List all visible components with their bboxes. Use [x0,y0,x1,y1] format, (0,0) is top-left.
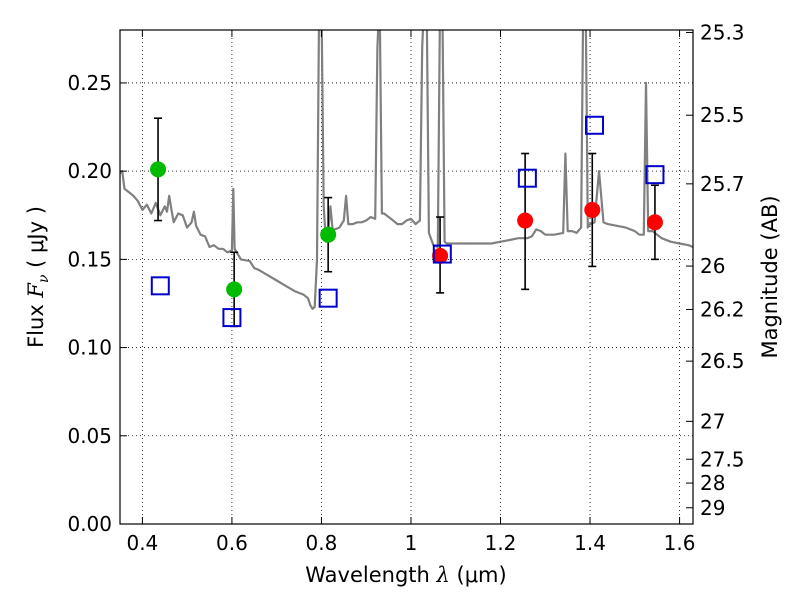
x-tick-label: 1.6 [664,531,696,555]
mag-tick-label: 25.7 [700,172,745,196]
x-tick-label: 1.2 [485,531,517,555]
y-tick-label: 0.10 [67,336,112,360]
data-layer [120,30,693,328]
spectrum-line [120,30,693,310]
data-point [432,247,449,264]
y-tick-label: 0.05 [67,424,112,448]
model-point [318,288,338,308]
data-point [150,161,167,178]
mag-tick-label: 26.5 [700,349,745,373]
model-point [432,244,452,264]
x-axis-label-unit: (μm) [450,563,507,587]
axis-layer: 0.4 0.6 0.8 1 1.2 1.4 1.6 0.00 0.05 0.10 0.15 0.20 0… [67,20,744,555]
mag-tick-label: 26 [700,254,725,278]
data-point [320,226,337,243]
y-axis-label: Flux Fν ( μJy ) [24,206,52,348]
x-axis-label-symbol: λ [436,563,450,587]
x-tick-label: 0.8 [306,531,338,555]
y-tick-label: 0.00 [67,512,112,536]
y-tick-label: 0.25 [67,71,112,95]
y-axis-label-text: Flux [24,298,48,348]
mag-tick-label: 25.3 [700,20,745,44]
data-point [517,212,534,229]
mag-tick-label: 27 [700,409,725,433]
x-tick-label: 0.4 [126,531,158,555]
y-tick-label: 0.15 [67,247,112,271]
data-point [226,281,243,298]
data-point [584,201,601,218]
model-point [222,308,242,328]
grid-lines [120,30,693,524]
model-point [585,115,605,135]
plot-frame [119,29,694,525]
x-tick-label: 0.6 [216,531,248,555]
mag-tick-label: 28 [700,471,725,495]
mag-tick-label: 25.5 [700,103,745,127]
y-axis-label-subscript: ν [36,274,52,283]
data-point [646,214,663,231]
model-point [517,168,537,188]
x-axis-label-text: Wavelength [305,563,436,587]
y-axis-label-unit: ( μJy ) [24,206,48,274]
mag-tick-label: 27.5 [700,447,745,471]
x-axis-label: Wavelength λ (μm) [305,563,506,587]
y-axis-label-symbol: F [24,282,48,299]
right-axis-label: Magnitude (AB) [758,195,782,358]
x-tick-label: 1 [405,531,418,555]
y-tick-label: 0.20 [67,159,112,183]
model-point [645,165,665,185]
mag-tick-label: 26.2 [700,297,745,321]
mag-tick-label: 29 [700,496,725,520]
model-point [150,276,170,296]
x-tick-label: 1.4 [574,531,606,555]
